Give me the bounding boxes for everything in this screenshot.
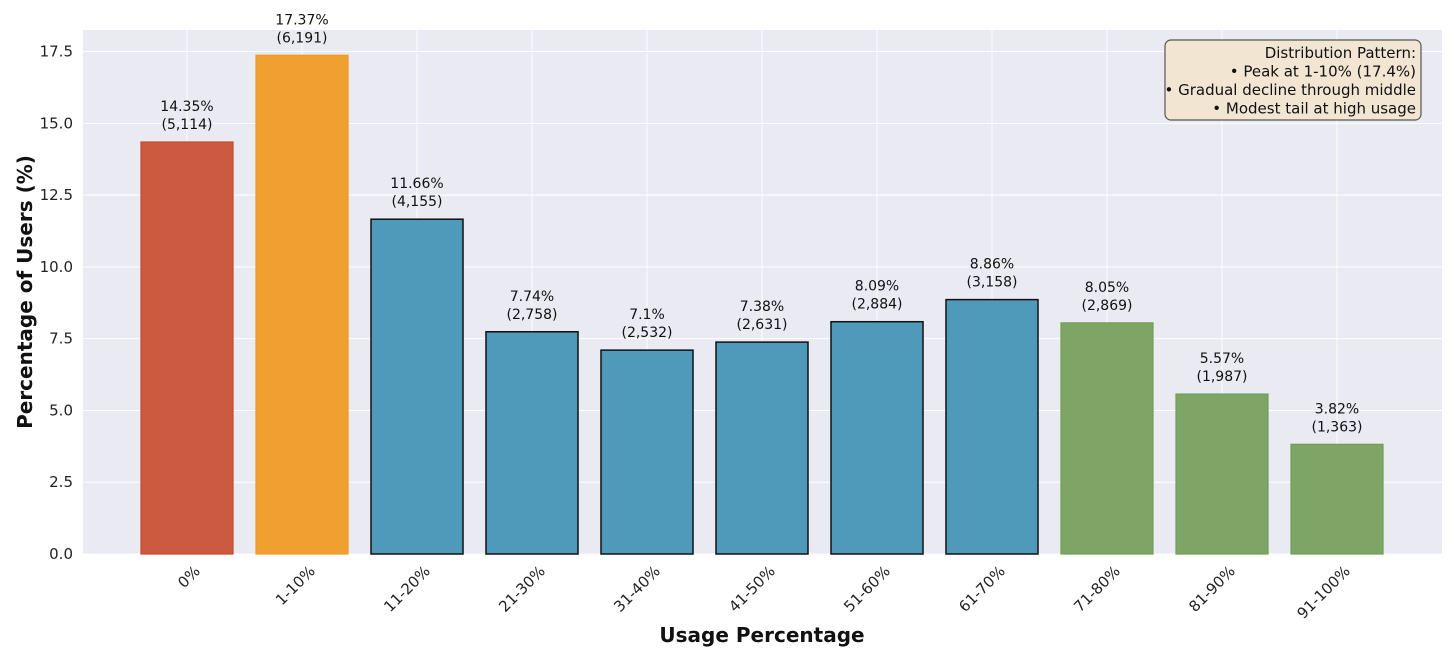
y-axis-ticks: 0.0 2.5 5.0 7.5 10.0 12.5 15.0 17.5 [40,43,73,563]
bar-value-label: 8.09% [855,279,899,295]
y-tick-label: 15.0 [40,114,73,132]
bar-count-label: (6,191) [276,30,327,46]
bar-value-label: 7.74% [510,289,554,305]
y-tick-label: 7.5 [49,330,73,348]
bar-71-80pct [1060,322,1154,555]
x-axis-title: Usage Percentage [659,623,864,647]
y-tick-label: 17.5 [40,43,73,61]
x-tick-label: 1-10% [272,562,319,609]
bar-labels: 14.35% (5,114) 17.37% (6,191) 11.66% (4,155) 7… [160,12,1362,435]
bar-91-100pct [1290,443,1384,555]
bar-count-label: (2,758) [506,307,557,323]
x-tick-label: 11-20% [380,562,434,616]
x-tick-label: 61-70% [955,562,1009,616]
y-tick-label: 5.0 [49,401,73,419]
bar-value-label: 3.82% [1315,401,1359,417]
bar-0pct [140,141,234,555]
distribution-annotation: Distribution Pattern:• Peak at 1-10% (17… [1164,39,1422,121]
bar-value-label: 7.1% [629,307,665,323]
annotation-line: • Peak at 1-10% (17.4%) [1230,63,1416,81]
bar-count-label: (3,158) [966,275,1017,291]
y-tick-label: 12.5 [40,186,73,204]
x-axis-ticks: 0% 1-10% 11-20% 21-30% 31-40% 41-50% 51-60% 61-… [174,562,1354,622]
bar-value-label: 11.66% [390,176,443,192]
x-tick-label: 0% [174,562,204,592]
bar-value-label: 8.05% [1085,280,1129,296]
bar-value-label: 14.35% [160,99,213,115]
bar-value-label: 17.37% [275,12,328,28]
x-tick-label: 41-50% [725,562,779,616]
bar-21-30pct [485,331,579,555]
annotation-line: • Modest tail at high usage [1212,100,1416,118]
bar-81-90pct [1175,393,1269,555]
x-tick-label: 21-30% [495,562,549,616]
x-tick-label: 51-60% [840,562,894,616]
annotation-line: • Gradual decline through middle [1164,81,1416,99]
annotation-box [1164,39,1422,121]
bar-11-20pct [370,218,464,555]
annotation-line: Distribution Pattern: [1265,44,1416,62]
bar-value-label: 7.38% [740,299,784,315]
bar-count-label: (1,987) [1196,369,1247,385]
bar-41-50pct [715,341,809,555]
bar-count-label: (4,155) [391,194,442,210]
x-tick-label: 71-80% [1070,562,1124,616]
x-tick-label: 31-40% [610,562,664,616]
bar-count-label: (2,631) [736,317,787,333]
bar-count-label: (2,884) [851,297,902,313]
y-tick-label: 2.5 [49,473,73,491]
bar-count-label: (2,869) [1081,298,1132,314]
bar-count-label: (2,532) [621,325,672,341]
bar-1-10pct [255,54,349,555]
bar-61-70pct [945,298,1039,555]
y-tick-label: 0.0 [49,545,73,563]
bars [140,54,1384,555]
bar-51-60pct [830,320,924,555]
y-axis-title: Percentage of Users (%) [13,155,37,429]
y-tick-label: 10.0 [40,258,73,276]
x-tick-label: 91-100% [1293,562,1353,622]
bar-31-40pct [600,349,694,555]
bar-value-label: 8.86% [970,257,1014,273]
bar-value-label: 5.57% [1200,351,1244,367]
bar-count-label: (1,363) [1311,419,1362,435]
bar-count-label: (5,114) [161,117,212,133]
x-tick-label: 81-90% [1185,562,1239,616]
